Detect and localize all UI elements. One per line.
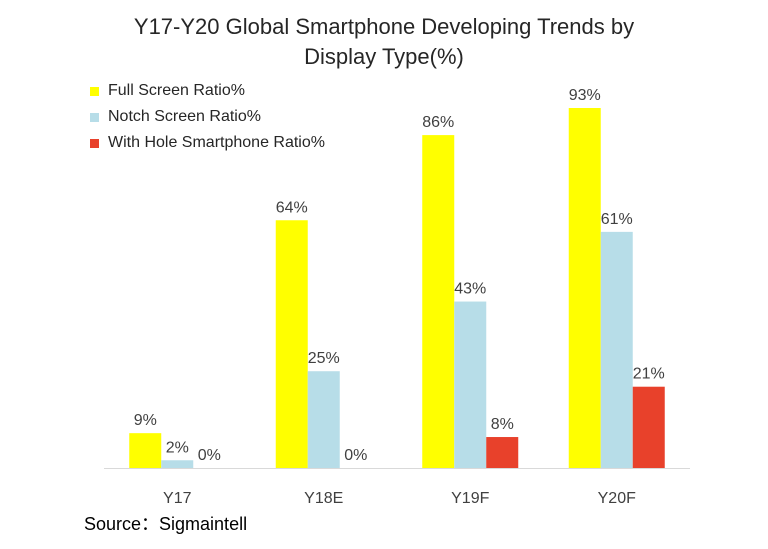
bar-full-y18e <box>275 220 308 468</box>
bar-notch-y19f <box>454 301 487 468</box>
chart-title-line-1: Y17-Y20 Global Smartphone Developing Tre… <box>133 14 635 39</box>
data-label-notch-y18e: 25% <box>308 350 340 367</box>
data-label-with-y17: 0% <box>198 447 221 464</box>
bar-with-y20f <box>632 386 665 468</box>
data-label-with-y20f: 21% <box>633 366 665 383</box>
legend-item-hole-screen: With Hole Smartphone Ratio% <box>90 130 325 156</box>
bar-notch-y18e <box>307 371 340 468</box>
x-tick-label-y20f: Y20F <box>598 490 636 507</box>
legend-item-full-screen: Full Screen Ratio% <box>90 78 325 104</box>
chart-title-line-2: Display Type(%) <box>304 44 464 69</box>
bar-notch-y20f <box>600 231 633 468</box>
data-label-full-y20f: 93% <box>569 87 601 104</box>
legend: Full Screen Ratio% Notch Screen Ratio% W… <box>90 78 325 156</box>
data-label-full-y19f: 86% <box>422 114 454 131</box>
data-label-with-y18e: 0% <box>344 447 367 464</box>
bar-with-y19f <box>486 437 519 468</box>
chart-title: Y17-Y20 Global Smartphone Developing Tre… <box>84 12 684 72</box>
data-label-notch-y17: 2% <box>166 439 189 456</box>
bar-full-y17 <box>129 433 162 468</box>
data-label-full-y18e: 64% <box>276 199 308 216</box>
x-tick-label-y19f: Y19F <box>451 490 489 507</box>
data-label-notch-y20f: 61% <box>601 211 633 228</box>
data-label-with-y19f: 8% <box>491 416 514 433</box>
legend-swatch-hole-screen <box>90 138 99 148</box>
legend-label-full-screen: Full Screen Ratio% <box>108 82 245 99</box>
legend-item-notch-screen: Notch Screen Ratio% <box>90 104 325 130</box>
data-label-notch-y19f: 43% <box>454 281 486 298</box>
bar-notch-y17 <box>161 460 194 468</box>
data-label-full-y17: 9% <box>134 412 157 429</box>
bar-full-y19f <box>422 135 455 468</box>
legend-swatch-full-screen <box>90 86 99 96</box>
x-tick-label-y18e: Y18E <box>304 490 343 507</box>
bar-full-y20f <box>568 108 601 468</box>
legend-swatch-notch-screen <box>90 112 99 122</box>
source-note: Source：Sigmaintell <box>84 514 248 534</box>
legend-label-notch-screen: Notch Screen Ratio% <box>108 108 261 125</box>
x-tick-label-y17: Y17 <box>163 490 192 507</box>
legend-label-hole-screen: With Hole Smartphone Ratio% <box>108 134 325 151</box>
